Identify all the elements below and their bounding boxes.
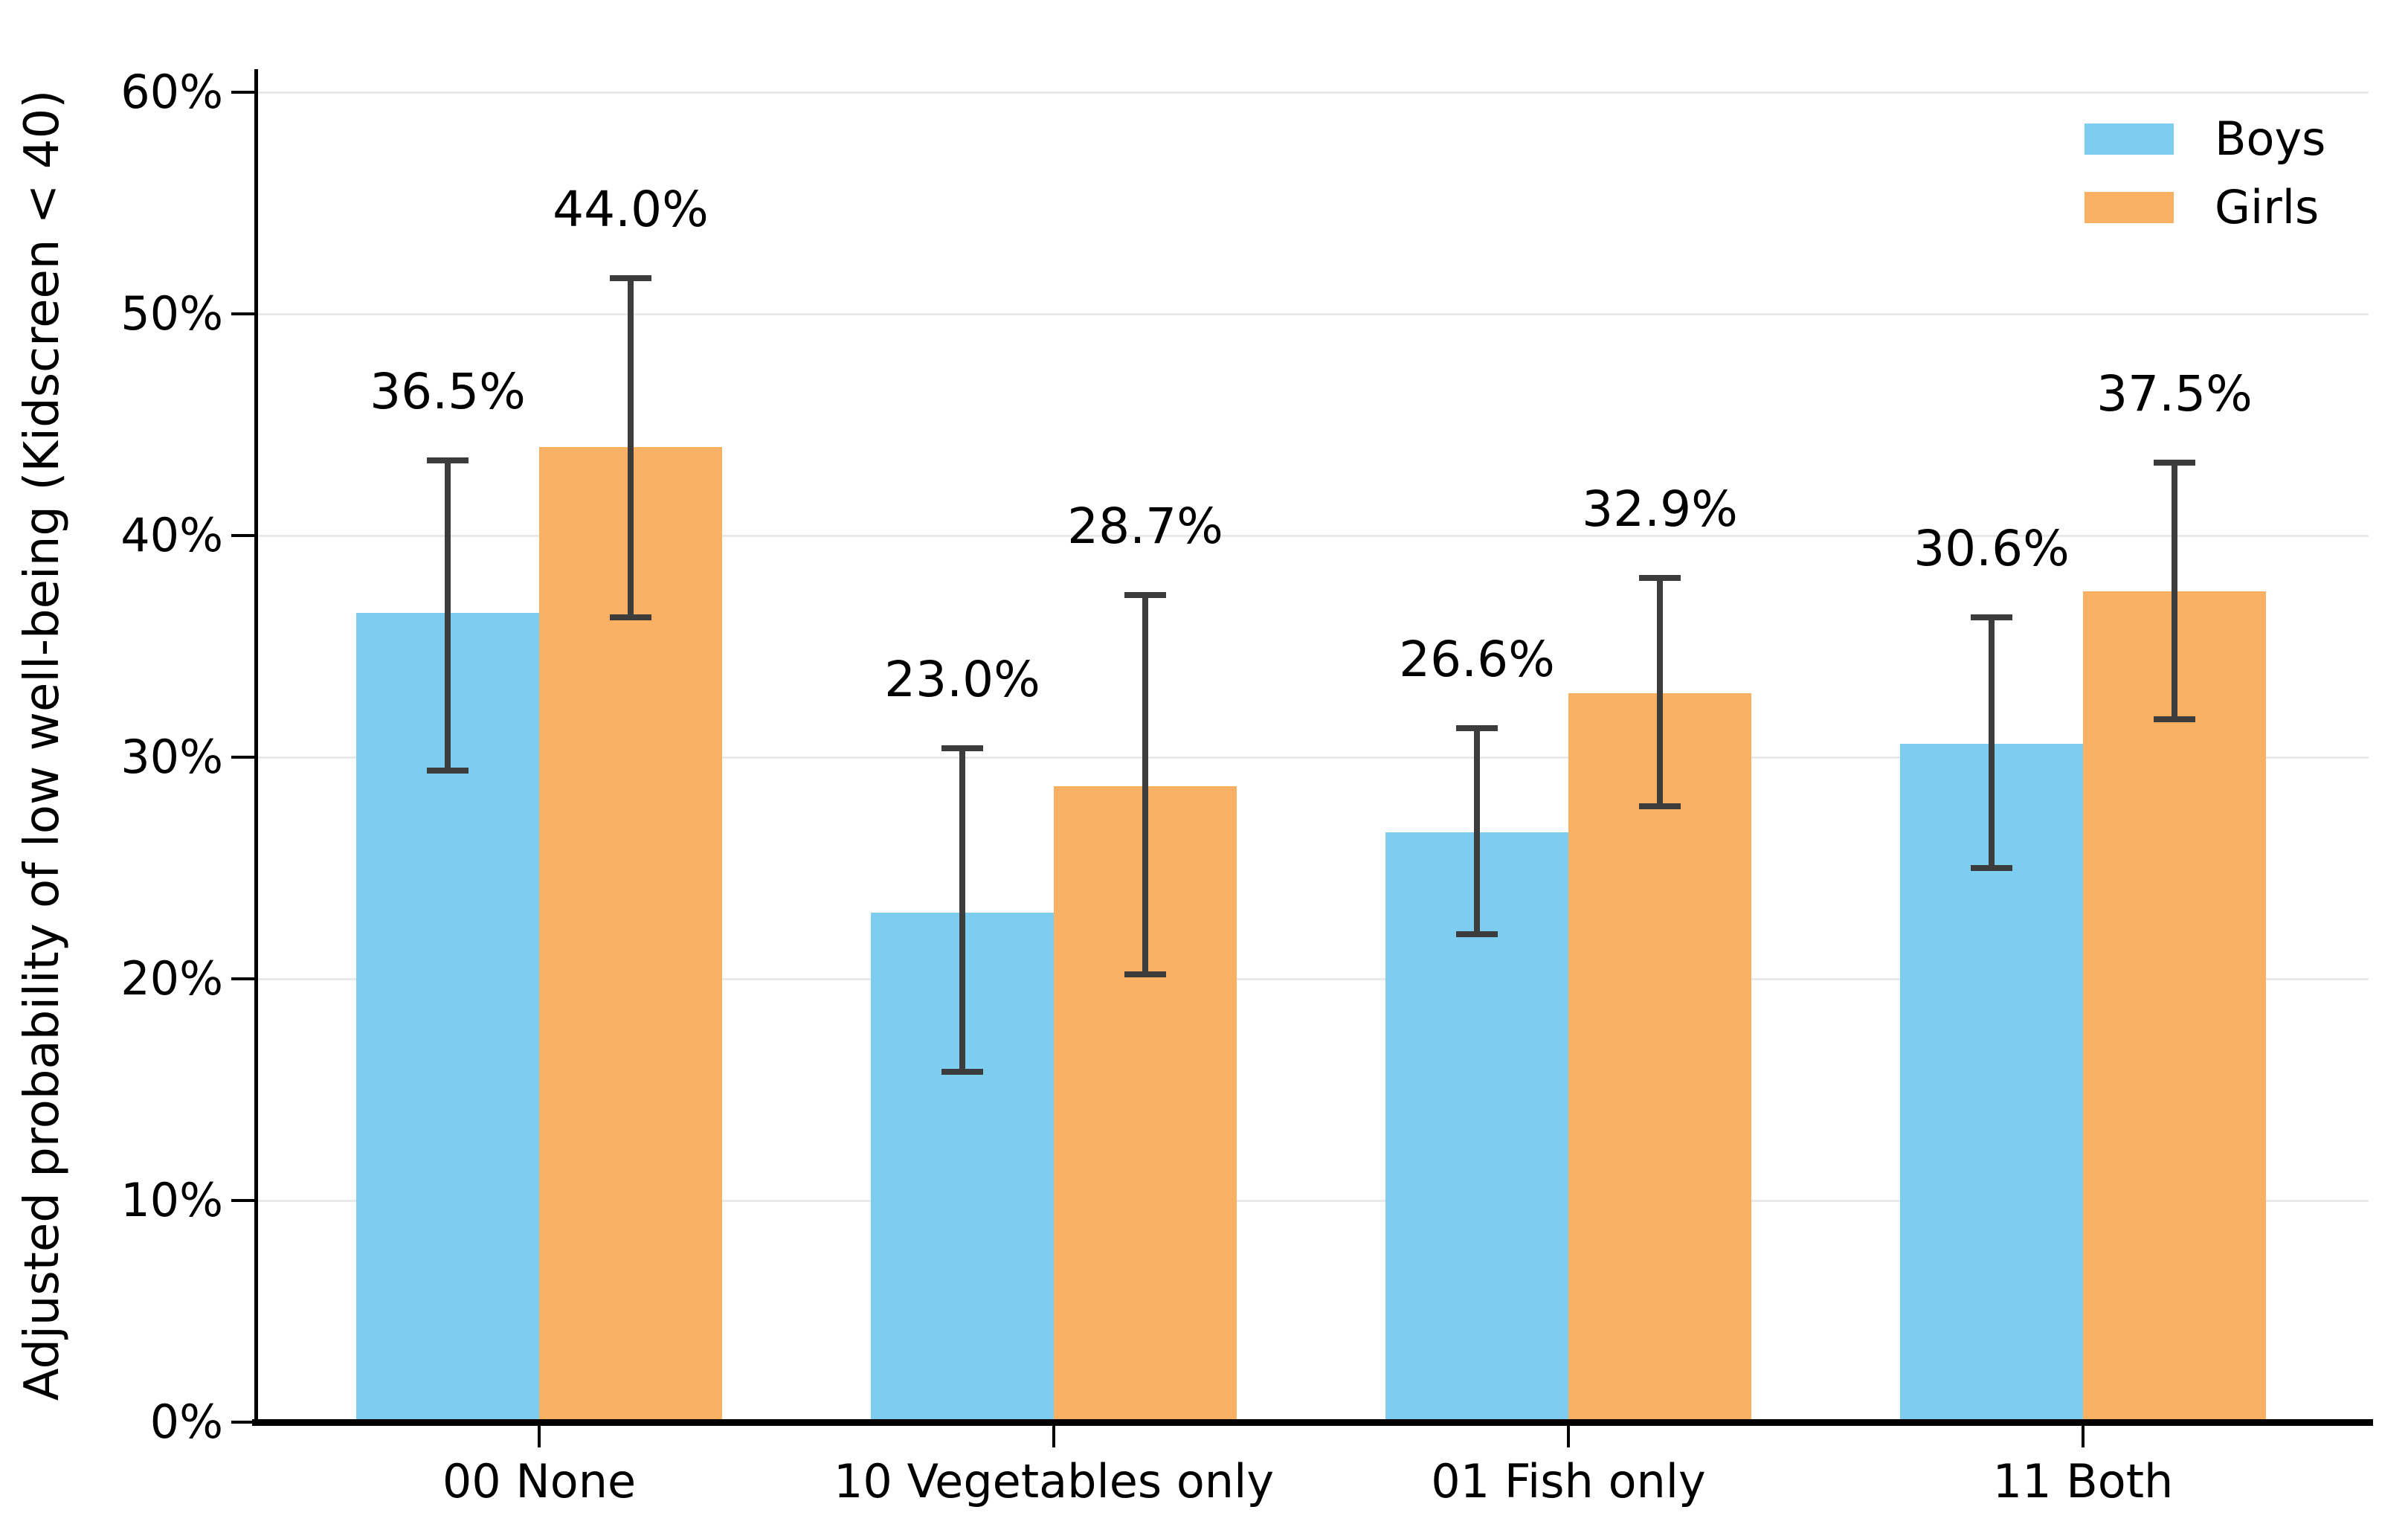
error-cap-bottom-boys-4 [1971, 865, 2012, 871]
x-tick-label-3: 01 Fish only [1431, 1454, 1706, 1508]
y-tick-label-30: 30% [120, 730, 223, 784]
legend-swatch-boys [2085, 123, 2174, 155]
error-bar-girls-4 [2172, 462, 2177, 720]
error-bar-boys-1 [445, 460, 451, 771]
y-tick-label-0: 0% [149, 1395, 223, 1449]
error-cap-top-girls-1 [610, 275, 651, 282]
x-tick-mark-2 [1052, 1425, 1055, 1447]
x-tick-label-2: 10 Vegetables only [833, 1454, 1275, 1508]
value-label-boys-3: 26.6% [1399, 631, 1555, 689]
value-label-girls-2: 28.7% [1067, 498, 1223, 556]
error-cap-bottom-girls-1 [610, 614, 651, 621]
error-cap-bottom-girls-3 [1639, 803, 1681, 809]
y-tick-label-40: 40% [120, 508, 223, 562]
x-tick-label-4: 11 Both [1992, 1454, 2174, 1508]
value-label-girls-4: 37.5% [2096, 364, 2253, 422]
error-bar-girls-3 [1657, 577, 1663, 806]
error-bar-girls-2 [1142, 595, 1148, 975]
value-label-boys-4: 30.6% [1913, 520, 2070, 578]
y-axis-line [254, 69, 258, 1425]
legend-label-girls: Girls [2215, 180, 2320, 234]
y-tick-mark-20 [231, 977, 254, 980]
x-axis-line [252, 1419, 2373, 1426]
value-label-boys-1: 36.5% [370, 362, 526, 420]
y-tick-mark-60 [231, 91, 254, 94]
y-tick-mark-40 [231, 534, 254, 537]
error-cap-top-boys-1 [427, 457, 469, 463]
gridline-10 [257, 1200, 2369, 1202]
y-tick-label-20: 20% [120, 951, 223, 1006]
gridline-30 [257, 756, 2369, 759]
error-bar-boys-4 [1989, 617, 1995, 868]
error-cap-top-boys-4 [1971, 614, 2012, 621]
y-tick-mark-50 [231, 312, 254, 315]
error-bar-boys-3 [1474, 728, 1480, 935]
bar-girls-4 [2083, 591, 2266, 1419]
y-tick-mark-0 [231, 1421, 254, 1424]
y-tick-label-10: 10% [120, 1173, 223, 1227]
value-label-girls-1: 44.0% [553, 181, 709, 239]
y-tick-mark-30 [231, 756, 254, 759]
error-bar-boys-2 [959, 748, 965, 1073]
error-bar-girls-1 [628, 278, 634, 618]
error-cap-bottom-boys-1 [427, 767, 469, 774]
x-tick-mark-1 [538, 1425, 541, 1447]
gridline-20 [257, 978, 2369, 980]
y-tick-label-60: 60% [120, 65, 223, 119]
error-cap-bottom-boys-2 [941, 1069, 983, 1076]
value-label-boys-2: 23.0% [884, 651, 1040, 709]
gridline-50 [257, 313, 2369, 315]
x-tick-label-1: 00 None [442, 1454, 637, 1508]
value-label-girls-3: 32.9% [1582, 480, 1738, 538]
error-cap-top-boys-2 [941, 745, 983, 752]
legend-swatch-girls [2085, 192, 2174, 223]
bar-girls-3 [1568, 692, 1751, 1419]
error-cap-top-girls-2 [1124, 592, 1166, 599]
error-cap-top-boys-3 [1456, 725, 1498, 732]
y-tick-mark-10 [231, 1199, 254, 1202]
x-tick-mark-4 [2082, 1425, 2085, 1447]
legend-label-boys: Boys [2215, 112, 2326, 166]
error-cap-bottom-girls-2 [1124, 971, 1166, 978]
error-cap-bottom-girls-4 [2154, 716, 2195, 723]
error-cap-top-girls-4 [2154, 459, 2195, 466]
error-cap-bottom-boys-3 [1456, 931, 1498, 938]
y-tick-label-50: 50% [120, 286, 223, 341]
gridline-60 [257, 91, 2369, 94]
x-tick-mark-3 [1567, 1425, 1570, 1447]
error-cap-top-girls-3 [1639, 574, 1681, 581]
gridline-40 [257, 535, 2369, 537]
